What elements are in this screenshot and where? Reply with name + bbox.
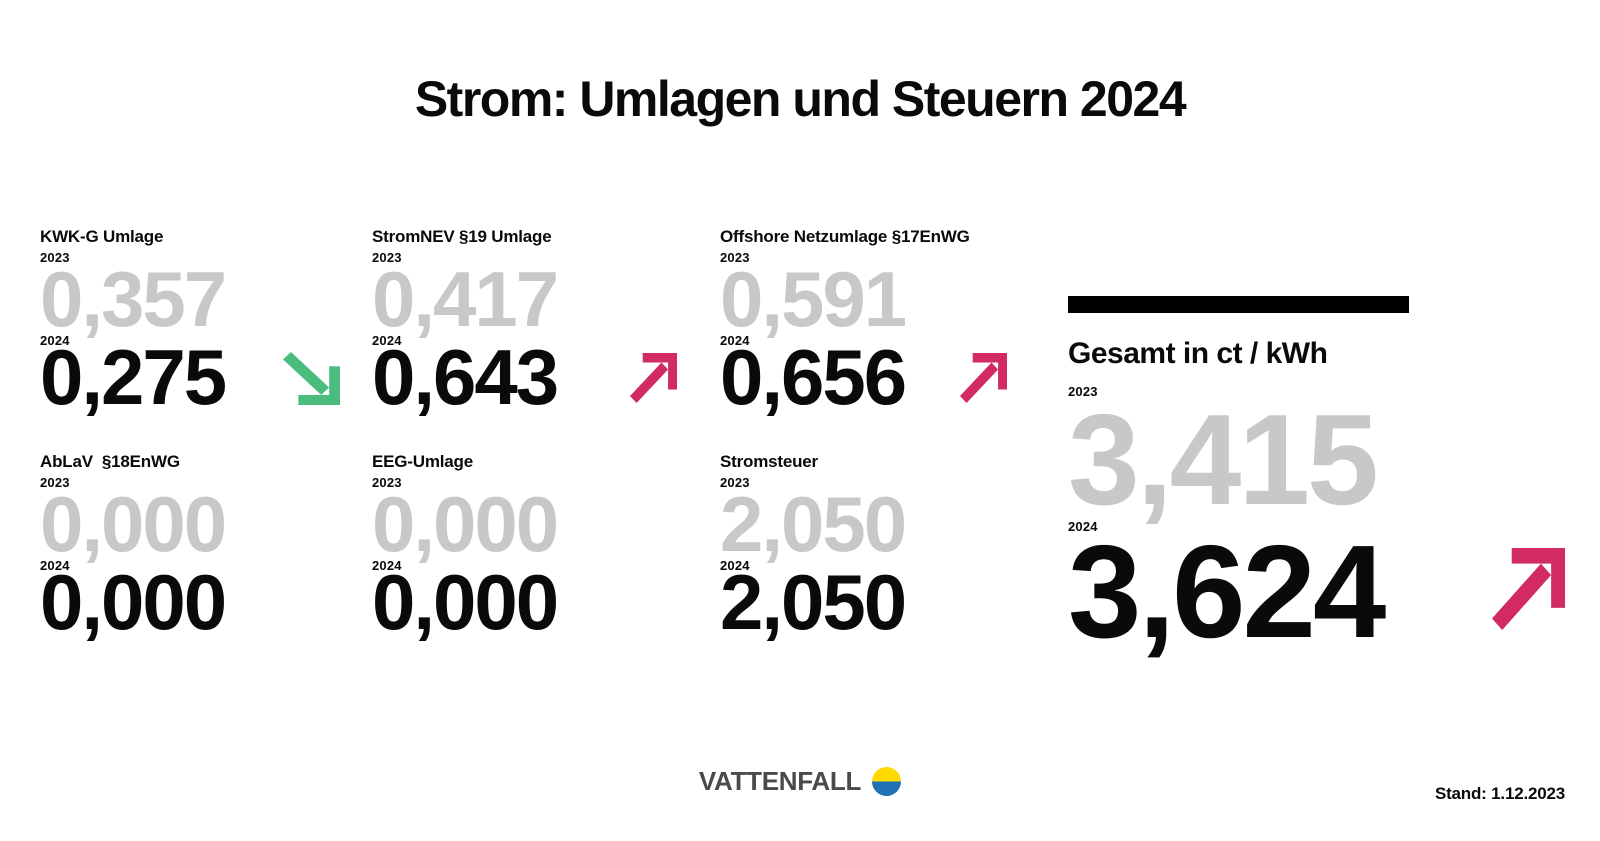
levy-name: Stromsteuer — [720, 452, 818, 471]
total-value-2024: 3,624 — [1068, 518, 1386, 665]
year-label-2023: 2023 — [720, 475, 750, 490]
levy-value-2023: 0,591 — [720, 255, 907, 343]
levy-value-2023: 0,417 — [372, 255, 559, 343]
year-label-2024: 2024 — [40, 333, 70, 348]
vattenfall-logo-text: VATTENFALL — [698, 766, 862, 796]
levy-value-2024: 0,000 — [40, 558, 227, 646]
levy-value-2023: 0,000 — [372, 480, 559, 568]
levy-name: EEG-Umlage — [372, 452, 473, 471]
levy-value-2024: 0,656 — [720, 333, 907, 421]
levy-value-2024: 2,050 — [720, 558, 907, 646]
levy-value-2024: 0,000 — [372, 558, 559, 646]
total-accent-bar — [1068, 296, 1409, 313]
levy-name: KWK-G Umlage — [40, 227, 164, 246]
levy-card-kwkg: KWK-G Umlage 2023 0,357 2024 0,275 — [40, 227, 380, 443]
date-note: Stand: 1.12.2023 — [1434, 784, 1565, 803]
levy-name: AbLaV §18EnWG — [40, 452, 180, 471]
levy-card-eeg: EEG-Umlage 2023 0,000 2024 0,000 — [372, 452, 712, 668]
trend-up-arrow-icon — [630, 353, 677, 403]
levy-value-2023: 2,050 — [720, 480, 907, 568]
levy-name: StromNEV §19 Umlage — [372, 227, 552, 246]
year-label-2024: 2024 — [372, 558, 402, 573]
levy-name: Offshore Netzumlage §17EnWG — [720, 227, 970, 246]
page-title: Strom: Umlagen und Steuern 2024 — [414, 71, 1187, 127]
vattenfall-logo-mark-icon — [872, 766, 902, 796]
levy-value-2024: 0,275 — [40, 333, 227, 421]
year-label-2023: 2023 — [372, 250, 402, 265]
total-title: Gesamt in ct / kWh — [1068, 337, 1328, 370]
year-label-2023: 2023 — [40, 250, 70, 265]
vattenfall-logo: VATTENFALL — [0, 764, 1600, 798]
levy-card-offshore: Offshore Netzumlage §17EnWG 2023 0,591 2… — [720, 227, 1060, 443]
year-label-2024: 2024 — [1068, 519, 1098, 534]
levy-value-2023: 0,357 — [40, 255, 227, 343]
trend-down-arrow-icon — [283, 352, 340, 405]
year-label-2023: 2023 — [372, 475, 402, 490]
levy-value-2023: 0,000 — [40, 480, 227, 568]
levy-card-stromsteuer: Stromsteuer 2023 2,050 2024 2,050 — [720, 452, 1060, 668]
year-label-2023: 2023 — [1068, 384, 1098, 399]
year-label-2024: 2024 — [720, 558, 750, 573]
year-label-2024: 2024 — [40, 558, 70, 573]
trend-up-arrow-icon — [960, 353, 1007, 403]
trend-up-arrow-icon — [1492, 548, 1565, 630]
year-label-2024: 2024 — [372, 333, 402, 348]
year-label-2023: 2023 — [40, 475, 70, 490]
year-label-2024: 2024 — [720, 333, 750, 348]
year-label-2023: 2023 — [720, 250, 750, 265]
total-panel: Gesamt in ct / kWh 2023 3,415 2024 3,624 — [1068, 296, 1588, 666]
levy-value-2024: 0,643 — [372, 333, 559, 421]
levy-card-stromnev: StromNEV §19 Umlage 2023 0,417 2024 0,64… — [372, 227, 712, 443]
levy-card-ablav: AbLaV §18EnWG 2023 0,000 2024 0,000 — [40, 452, 380, 668]
total-value-2023: 3,415 — [1068, 388, 1379, 532]
